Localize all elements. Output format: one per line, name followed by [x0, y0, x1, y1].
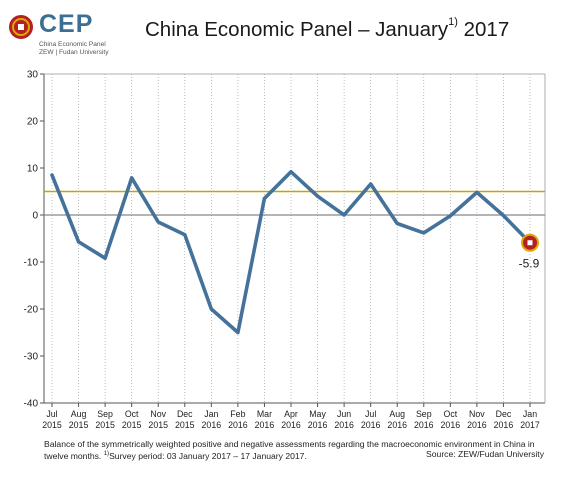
- x-tick-label-month: Dec: [496, 409, 512, 419]
- x-tick-label-month: Jan: [204, 409, 218, 419]
- data-point: [183, 233, 187, 237]
- footnote-text: Balance of the symmetrically weighted po…: [44, 439, 535, 462]
- x-tick-label-year: 2015: [69, 420, 89, 430]
- x-tick-label-year: 2015: [42, 420, 62, 430]
- data-point: [448, 214, 452, 218]
- x-tick-label-year: 2016: [255, 420, 275, 430]
- data-point: [130, 176, 134, 180]
- data-point: [395, 221, 399, 226]
- x-tick-label-year: 2017: [520, 420, 540, 430]
- data-point: [156, 220, 160, 224]
- x-tick-label-month: Sep: [97, 409, 113, 419]
- y-tick-label: 0: [32, 211, 38, 222]
- data-point: [103, 256, 107, 260]
- x-tick-label-month: Feb: [230, 409, 245, 419]
- x-tick-label-year: 2016: [202, 420, 222, 430]
- data-point: [369, 182, 373, 186]
- chart-title: China Economic Panel – January1) 2017: [145, 16, 510, 42]
- x-tick-label-month: Nov: [150, 409, 166, 419]
- x-tick-label-month: Apr: [284, 409, 298, 419]
- y-tick-label: -30: [24, 352, 39, 363]
- x-tick-label-year: 2016: [494, 420, 514, 430]
- x-tick-label-year: 2016: [467, 420, 487, 430]
- footnote-survey-period: Survey period: 03 January 2017 – 17 Janu…: [109, 451, 307, 462]
- chart-title-year: 2017: [463, 18, 510, 41]
- last-value-label: -5.9: [519, 257, 540, 271]
- chart-footnote: Balance of the symmetrically weighted po…: [44, 439, 549, 462]
- x-tick-label-month: Aug: [71, 409, 87, 419]
- y-tick-label: -10: [24, 258, 39, 269]
- chart-title-main: China Economic Panel – January: [145, 18, 449, 41]
- x-tick-label-year: 2015: [148, 420, 168, 430]
- y-tick-label: 10: [27, 164, 39, 175]
- logo-wordmark: CEP: [39, 10, 94, 38]
- x-tick-label-month: May: [309, 409, 326, 419]
- x-tick-label-month: Jan: [523, 409, 537, 419]
- y-tick-label: 20: [27, 117, 39, 128]
- y-tick-label: -40: [24, 399, 39, 410]
- x-tick-label-year: 2016: [361, 420, 381, 430]
- data-point: [342, 213, 346, 217]
- data-point: [315, 194, 320, 198]
- x-tick-label-month: Jul: [46, 409, 57, 419]
- x-tick-label-month: Jun: [337, 409, 351, 419]
- x-tick-label-month: Oct: [443, 409, 457, 419]
- y-tick-label: 30: [27, 70, 39, 81]
- x-tick-label-month: Sep: [416, 409, 432, 419]
- data-point: [209, 307, 213, 311]
- x-tick-label-month: Dec: [177, 409, 193, 419]
- data-point: [475, 190, 479, 195]
- x-tick-label-year: 2015: [95, 420, 115, 430]
- data-point: [50, 173, 54, 177]
- data-point: [76, 240, 81, 244]
- x-tick-label-year: 2016: [308, 420, 328, 430]
- x-tick-label-year: 2016: [228, 420, 248, 430]
- x-tick-label-year: 2016: [387, 420, 407, 430]
- x-tick-label-year: 2016: [414, 420, 434, 430]
- footnote-survey-mark: 1): [103, 451, 110, 458]
- x-tick-label-year: 2015: [175, 420, 195, 430]
- x-tick-label-month: Jul: [365, 409, 376, 419]
- x-tick-label-year: 2016: [441, 420, 461, 430]
- chart-source: Source: ZEW/Fudan University: [426, 449, 544, 459]
- data-point: [236, 330, 240, 335]
- cep-logo: CEP China Economic Panel ZEW | Fudan Uni…: [8, 10, 128, 56]
- x-tick-label-month: Aug: [389, 409, 405, 419]
- cep-logo-icon: [9, 15, 33, 39]
- last-value-marker-center: [527, 240, 533, 246]
- x-tick-label-year: 2016: [334, 420, 354, 430]
- data-point: [422, 231, 426, 235]
- data-point: [501, 213, 506, 218]
- logo-subtitle-2: ZEW | Fudan University: [39, 49, 109, 56]
- data-point: [289, 170, 293, 174]
- x-tick-label-month: Oct: [125, 409, 139, 419]
- x-tick-label-year: 2016: [281, 420, 301, 430]
- logo-subtitle-1: China Economic Panel: [39, 41, 106, 48]
- x-tick-label-month: Mar: [257, 409, 272, 419]
- x-tick-label-month: Nov: [469, 409, 485, 419]
- x-tick-label-year: 2015: [122, 420, 142, 430]
- y-tick-label: -20: [24, 305, 39, 316]
- data-point: [262, 196, 267, 201]
- chart-title-footnote-mark: 1): [448, 16, 458, 28]
